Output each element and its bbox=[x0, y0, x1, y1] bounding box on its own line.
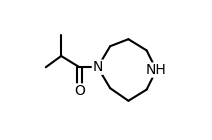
Text: O: O bbox=[74, 84, 85, 98]
Text: NH: NH bbox=[146, 63, 167, 77]
Text: N: N bbox=[92, 60, 103, 74]
